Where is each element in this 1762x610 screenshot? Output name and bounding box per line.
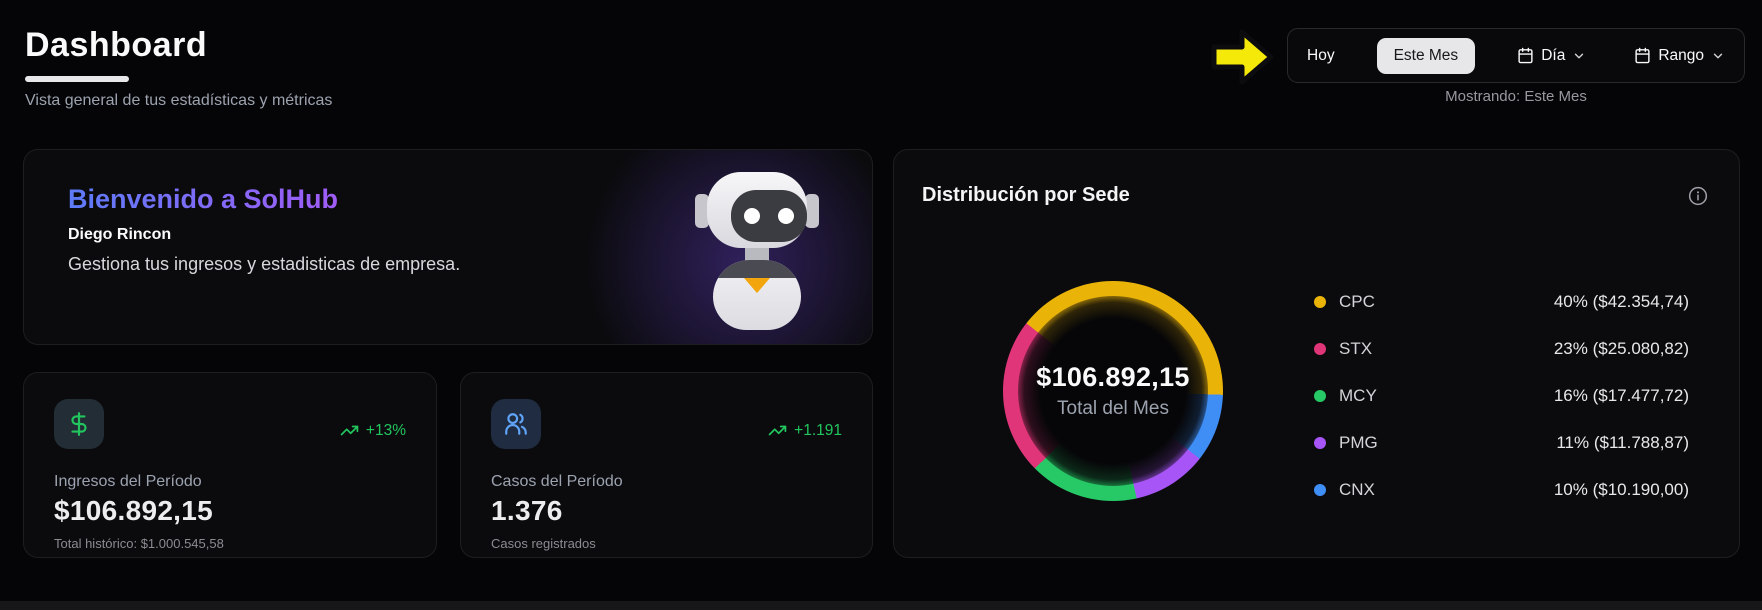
showing-status: Mostrando: Este Mes: [1445, 88, 1587, 105]
trending-up-icon: [768, 425, 787, 436]
legend-row: PMG 11% ($11.788,87): [1314, 419, 1689, 466]
donut-center-value: $106.892,15: [1036, 362, 1190, 392]
page-title: Dashboard: [25, 26, 208, 64]
filter-today-button[interactable]: Hoy: [1301, 38, 1341, 74]
dollar-icon: [54, 399, 104, 449]
robot-ear: [805, 194, 819, 228]
legend-value: 11% ($11.788,87): [1556, 432, 1689, 452]
robot-eye: [744, 208, 760, 224]
stat-subtext: Total histórico: $1.000.545,58: [54, 536, 224, 551]
stat-subtext: Casos registrados: [491, 536, 596, 551]
info-icon[interactable]: [1687, 186, 1709, 208]
legend-value: 10% ($10.190,00): [1553, 479, 1689, 499]
stat-delta-value: +13%: [365, 421, 406, 439]
legend-label: PMG: [1339, 432, 1378, 452]
donut-center-label: Total del Mes: [1057, 398, 1169, 419]
legend-row: MCY 16% ($17.477,72): [1314, 372, 1689, 419]
legend-value: 23% ($25.080,82): [1553, 338, 1689, 358]
filter-day-label: Día: [1541, 46, 1566, 64]
stat-label: Casos del Período: [491, 473, 623, 490]
robot-pendant: [744, 278, 770, 293]
legend-label: CNX: [1339, 479, 1375, 499]
filter-range-label: Rango: [1658, 46, 1704, 64]
stat-card-ingresos: +13% Ingresos del Período $106.892,15 To…: [23, 372, 437, 558]
title-underline: [25, 76, 129, 82]
welcome-description: Gestiona tus ingresos y estadisticas de …: [68, 254, 461, 274]
donut-center: $106.892,15 Total del Mes: [1018, 296, 1208, 486]
robot-head: [707, 172, 807, 248]
stat-delta-badge: +1.191: [768, 421, 842, 440]
page-subtitle: Vista general de tus estadísticas y métr…: [25, 92, 333, 109]
robot-body: [713, 260, 801, 330]
robot-collar: [713, 260, 801, 278]
calendar-icon: [1635, 47, 1650, 64]
stat-value: 1.376: [491, 495, 563, 526]
time-filter-bar: Hoy Este Mes Día Rango: [1287, 28, 1745, 83]
annotation-arrow-icon: [1211, 29, 1274, 85]
legend-label: CPC: [1339, 291, 1375, 311]
calendar-icon: [1518, 47, 1533, 64]
filter-range-button[interactable]: Rango: [1628, 38, 1731, 74]
chart-legend: CPC 40% ($42.354,74) STX 23% ($25.080,82…: [1314, 278, 1689, 513]
robot-illustration: [695, 164, 820, 330]
chevron-down-icon: [1575, 53, 1584, 58]
legend-row: CNX 10% ($10.190,00): [1314, 466, 1689, 513]
stat-label: Ingresos del Período: [54, 473, 202, 490]
filter-this-month-button[interactable]: Este Mes: [1376, 37, 1476, 74]
robot-eye: [778, 208, 794, 224]
distribution-card: Distribución por Sede $106.892,15 Total …: [893, 149, 1740, 558]
legend-dot: [1314, 436, 1326, 449]
bottom-edge-strip: [0, 601, 1762, 610]
legend-value: 16% ($17.477,72): [1553, 385, 1689, 405]
chevron-down-icon: [1713, 53, 1723, 58]
legend-dot: [1314, 483, 1326, 496]
welcome-card: Bienvenido a SolHub Diego Rincon Gestion…: [23, 149, 873, 345]
legend-row: STX 23% ($25.080,82): [1314, 325, 1689, 372]
stat-delta-badge: +13%: [340, 421, 406, 440]
legend-dot: [1314, 389, 1326, 402]
legend-label: STX: [1339, 338, 1373, 358]
robot-neck: [745, 248, 769, 262]
stat-delta-value: +1.191: [794, 421, 842, 439]
filter-day-button[interactable]: Día: [1511, 38, 1592, 74]
trending-up-icon: [340, 425, 359, 436]
distribution-title: Distribución por Sede: [922, 184, 1130, 206]
welcome-title: Bienvenido a SolHub: [68, 184, 339, 214]
stat-card-casos: +1.191 Casos del Período 1.376 Casos reg…: [460, 372, 873, 558]
stat-value: $106.892,15: [54, 495, 214, 526]
legend-label: MCY: [1339, 385, 1377, 405]
robot-face: [731, 190, 807, 242]
legend-dot: [1314, 295, 1326, 308]
legend-row: CPC 40% ($42.354,74): [1314, 278, 1689, 325]
donut-chart: $106.892,15 Total del Mes: [1003, 281, 1223, 501]
robot-ear: [695, 194, 709, 228]
legend-dot: [1314, 342, 1326, 355]
legend-value: 40% ($42.354,74): [1553, 291, 1689, 311]
welcome-user-name: Diego Rincon: [68, 226, 172, 243]
users-icon: [491, 399, 541, 449]
